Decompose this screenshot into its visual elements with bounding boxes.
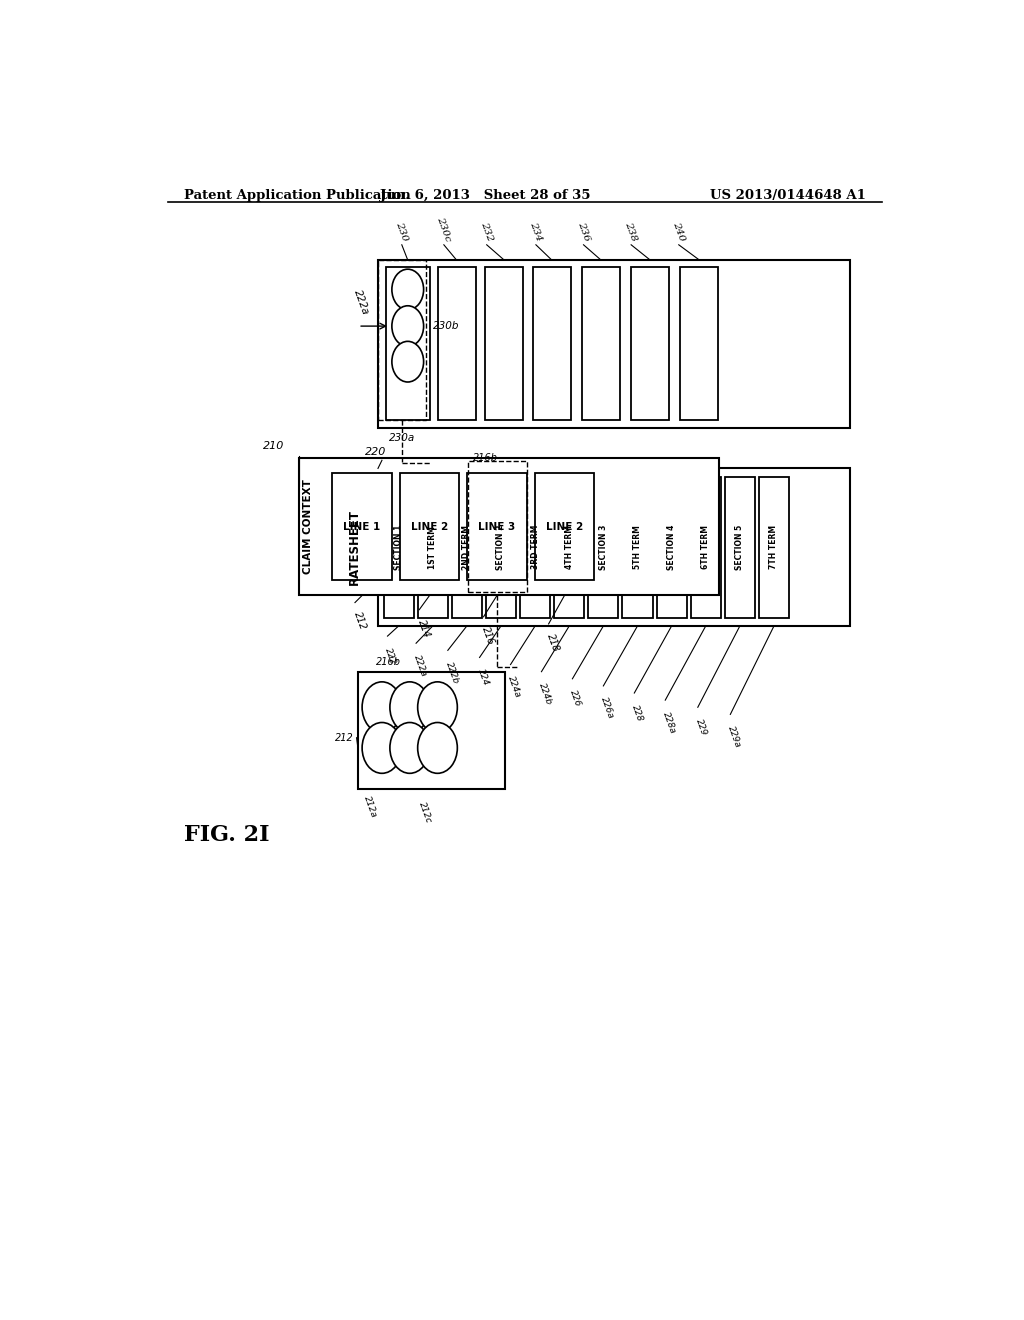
Text: 6TH TERM: 6TH TERM	[701, 525, 711, 569]
Bar	[532, 267, 570, 420]
Text: 230b: 230b	[433, 321, 460, 331]
Bar	[725, 477, 755, 618]
Text: 218: 218	[546, 632, 561, 653]
Text: 234: 234	[528, 220, 544, 243]
Text: 230: 230	[394, 220, 410, 243]
Text: 229a: 229a	[726, 725, 742, 748]
Bar	[378, 260, 426, 420]
Text: 228a: 228a	[662, 710, 678, 735]
Text: 222b: 222b	[443, 660, 460, 685]
Text: 224: 224	[475, 668, 489, 686]
Bar	[680, 267, 719, 420]
Circle shape	[390, 722, 430, 774]
Text: 210: 210	[263, 441, 285, 451]
Text: LINE 2: LINE 2	[546, 521, 583, 532]
Bar	[623, 477, 652, 618]
Text: LINE 2: LINE 2	[411, 521, 449, 532]
Text: LINE 1: LINE 1	[343, 521, 381, 532]
Bar	[386, 267, 430, 420]
Text: 216: 216	[480, 624, 497, 645]
Text: 212: 212	[352, 611, 368, 632]
Text: 240: 240	[671, 220, 686, 243]
Text: 216b: 216b	[473, 453, 499, 463]
Circle shape	[392, 269, 424, 310]
Bar	[378, 469, 850, 626]
Circle shape	[362, 722, 401, 774]
Text: CLAIM CONTEXT: CLAIM CONTEXT	[303, 479, 313, 574]
Text: FIG. 2I: FIG. 2I	[183, 824, 269, 846]
Text: 2ND TERM: 2ND TERM	[463, 524, 471, 570]
Text: 226: 226	[568, 689, 583, 709]
Bar	[437, 267, 475, 420]
Text: 212: 212	[336, 733, 354, 743]
Text: 230a: 230a	[389, 433, 415, 442]
Text: 228: 228	[631, 704, 645, 722]
Text: 1ST TERM: 1ST TERM	[428, 525, 437, 569]
Text: 4TH TERM: 4TH TERM	[565, 525, 573, 569]
Bar	[486, 477, 516, 618]
Bar	[554, 477, 585, 618]
Text: 232: 232	[479, 220, 495, 243]
Bar	[759, 477, 790, 618]
Text: 216b: 216b	[376, 656, 400, 667]
Bar	[452, 477, 482, 618]
Text: US 2013/0144648 A1: US 2013/0144648 A1	[711, 189, 866, 202]
Text: 212a: 212a	[361, 795, 378, 820]
Text: SECTION 1: SECTION 1	[394, 524, 403, 570]
Circle shape	[418, 722, 458, 774]
Text: RATESHEET: RATESHEET	[347, 510, 360, 585]
Text: SECTION 3: SECTION 3	[599, 524, 608, 570]
Text: 236: 236	[575, 220, 591, 243]
Text: 220: 220	[365, 447, 386, 457]
Bar	[535, 474, 594, 581]
Bar	[656, 477, 687, 618]
Text: 238: 238	[624, 220, 639, 243]
Text: 224a: 224a	[507, 675, 523, 700]
Bar	[631, 267, 670, 420]
Text: 3RD TERM: 3RD TERM	[530, 525, 540, 569]
Bar	[582, 267, 621, 420]
Circle shape	[418, 682, 458, 733]
Circle shape	[390, 682, 430, 733]
Text: 214: 214	[416, 618, 432, 639]
Text: Jun. 6, 2013   Sheet 28 of 35: Jun. 6, 2013 Sheet 28 of 35	[380, 189, 591, 202]
Text: 5TH TERM: 5TH TERM	[633, 525, 642, 569]
Bar	[333, 474, 392, 581]
Bar	[485, 267, 523, 420]
Bar	[399, 474, 460, 581]
Bar	[299, 458, 719, 595]
Bar	[690, 477, 721, 618]
Circle shape	[362, 682, 401, 733]
Text: 212c: 212c	[418, 801, 433, 825]
Text: 226a: 226a	[599, 696, 615, 721]
Text: 222a: 222a	[351, 288, 370, 315]
Text: 222a: 222a	[412, 653, 428, 678]
Text: 7TH TERM: 7TH TERM	[769, 525, 778, 569]
Bar	[418, 477, 447, 618]
Text: Patent Application Publication: Patent Application Publication	[183, 189, 411, 202]
Circle shape	[392, 342, 424, 381]
Bar	[358, 672, 505, 788]
Bar	[520, 477, 550, 618]
Bar	[378, 260, 850, 428]
Text: SECTION 2: SECTION 2	[497, 524, 506, 570]
Text: SECTION 4: SECTION 4	[667, 524, 676, 570]
Text: 222: 222	[384, 647, 398, 665]
Text: 224b: 224b	[538, 682, 554, 706]
Bar	[384, 477, 414, 618]
Bar	[588, 477, 618, 618]
Bar	[468, 461, 527, 593]
Text: 229: 229	[694, 718, 709, 737]
Text: SECTION 5: SECTION 5	[735, 524, 744, 570]
Bar	[467, 474, 526, 581]
Text: 230c: 230c	[435, 215, 453, 243]
Circle shape	[392, 306, 424, 346]
Text: LINE 3: LINE 3	[478, 521, 516, 532]
